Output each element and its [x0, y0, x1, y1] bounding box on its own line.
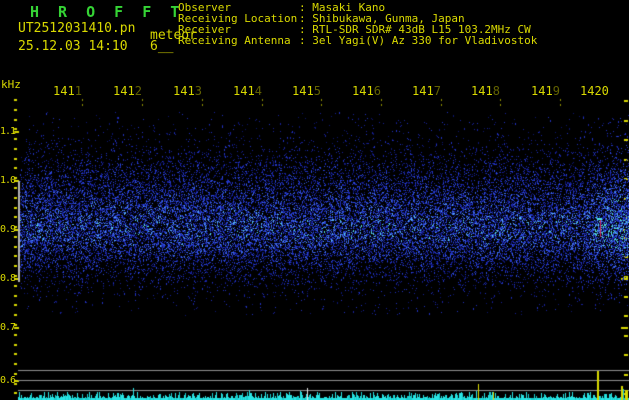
- time-tick-label: 1414: [233, 84, 262, 98]
- session-label: meteor: [150, 28, 197, 43]
- time-tick-label: 1416: [352, 84, 381, 98]
- info-row-antenna: Receiving Antenna: 3el Yagi(V) Az 330 fo…: [178, 35, 537, 46]
- info-label: Receiving Location: [178, 12, 298, 25]
- time-tick-label: 1411: [53, 84, 82, 98]
- info-label: Receiving Antenna: [178, 34, 291, 47]
- app-title: H R O F F T: [30, 3, 185, 21]
- freq-tick-label: 0.7: [0, 322, 16, 333]
- station-info: Observer: Masaki Kano Receiving Location…: [178, 2, 537, 46]
- freq-tick-label: 1.0: [0, 175, 16, 186]
- info-row-location: Receiving Location: Shibukawa, Gunma, Ja…: [178, 13, 537, 24]
- time-tick-label: 1420: [580, 84, 609, 98]
- info-colon: :: [299, 12, 313, 25]
- freq-tick-label: 0.9: [0, 224, 16, 235]
- info-value: Shibukawa, Gunma, Japan: [312, 12, 465, 25]
- echo-count-label: 6__: [150, 39, 174, 54]
- freq-unit-label: kHz: [1, 78, 21, 91]
- info-row-observer: Observer: Masaki Kano: [178, 2, 537, 13]
- info-value: RTL-SDR SDR# 43dB L15 103.2MHz CW: [312, 23, 531, 36]
- info-colon: :: [299, 1, 313, 14]
- time-tick-label: 1415: [292, 84, 321, 98]
- time-tick-label: 1413: [173, 84, 202, 98]
- info-value: Masaki Kano: [312, 1, 386, 14]
- info-colon: :: [299, 34, 313, 47]
- time-tick-label: 1412: [113, 84, 142, 98]
- info-colon: :: [299, 23, 313, 36]
- info-value: 3el Yagi(V) Az 330 for Vladivostok: [312, 34, 538, 47]
- datetime-label: 25.12.03 14:10: [18, 39, 128, 54]
- filename-label: UT2512031410.pn: [18, 21, 136, 36]
- time-tick-label: 1419: [531, 84, 560, 98]
- info-label: Observer: [178, 1, 231, 14]
- freq-tick-label: 0.8: [0, 273, 16, 284]
- info-label: Receiver: [178, 23, 231, 36]
- time-tick-label: 1418: [471, 84, 500, 98]
- time-tick-label: 1417: [412, 84, 441, 98]
- freq-tick-label: 0.6: [0, 375, 16, 386]
- info-row-receiver: Receiver: RTL-SDR SDR# 43dB L15 103.2MHz…: [178, 24, 537, 35]
- freq-tick-label: 1.1: [0, 126, 16, 137]
